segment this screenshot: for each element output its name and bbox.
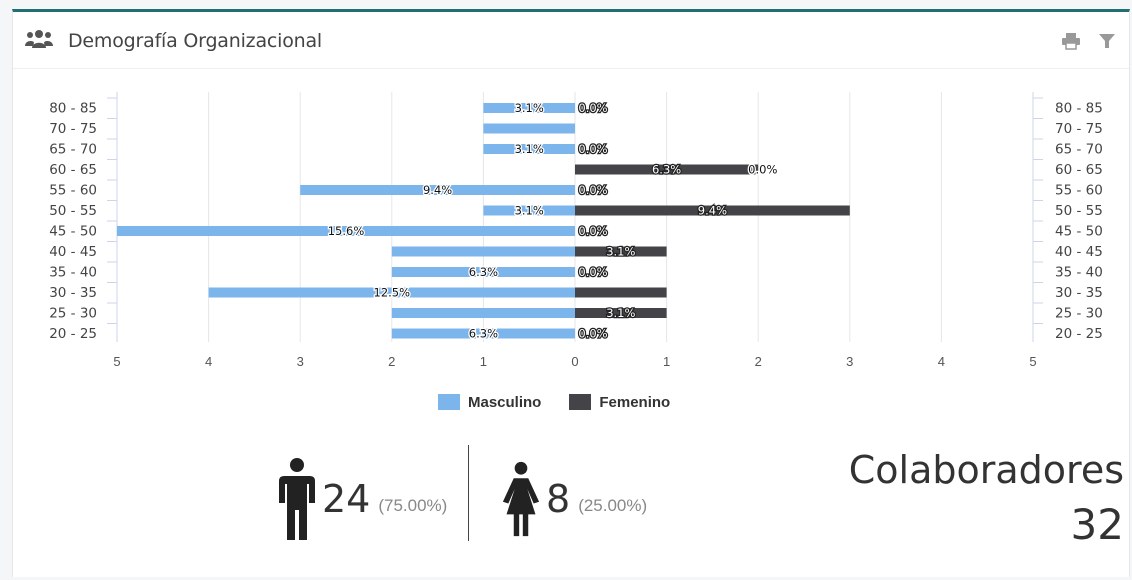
female-icon (502, 461, 540, 537)
data-label-masculino: 3.1% (515, 101, 544, 115)
data-label-femenino: 0.0% (578, 327, 607, 341)
x-tick-label: 5 (1029, 354, 1036, 369)
category-label-right: 30 - 35 (1055, 285, 1103, 301)
bar-femenino (575, 308, 667, 318)
bar-femenino (575, 246, 667, 257)
data-label-extra: 0.0% (748, 163, 777, 177)
category-label-right: 60 - 65 (1055, 162, 1103, 178)
x-tick-label: 2 (755, 354, 762, 369)
category-label-right: 80 - 85 (1055, 101, 1103, 117)
category-label-right: 65 - 70 (1055, 142, 1103, 158)
legend-swatch-femenino (569, 394, 592, 410)
bar-masculino (483, 205, 575, 216)
category-label-right: 70 - 75 (1055, 121, 1103, 137)
bar-masculino (483, 144, 575, 154)
colaboradores-total: 32 (1070, 500, 1124, 549)
data-label-femenino: 6.3% (652, 163, 681, 177)
x-tick-label: 4 (205, 354, 212, 369)
legend-label-masculino: Masculino (468, 393, 542, 411)
data-label-femenino: 9.4% (698, 204, 727, 218)
female-percentage: (25.00%) (578, 496, 648, 515)
print-icon[interactable] (1061, 32, 1081, 50)
category-label-left: 55 - 60 (49, 183, 97, 199)
category-label-right: 45 - 50 (1055, 224, 1103, 240)
x-tick-label: 1 (663, 354, 670, 369)
male-count: 24 (322, 477, 371, 521)
legend-item-femenino[interactable]: Femenino (569, 394, 670, 411)
data-label-masculino: 3.1% (515, 142, 544, 156)
bar-femenino (575, 205, 850, 216)
x-tick-label: 3 (297, 354, 304, 369)
x-tick-label: 5 (113, 354, 120, 369)
category-label-left: 80 - 85 (49, 101, 97, 117)
bar-masculino (391, 328, 575, 339)
category-label-left: 40 - 45 (49, 244, 97, 260)
bar-masculino (208, 287, 575, 298)
x-tick-label: 1 (480, 354, 487, 369)
bar-masculino (300, 185, 575, 195)
data-label-masculino: 15.6% (328, 224, 365, 238)
legend-label-femenino: Femenino (599, 393, 671, 411)
male-stat: 24 (75.00%) (278, 454, 447, 544)
data-label-masculino: 3.1% (515, 204, 544, 218)
panel-header: Demografía Organizacional (13, 12, 1129, 69)
x-tick-label: 2 (388, 354, 395, 369)
category-label-right: 40 - 45 (1055, 244, 1103, 260)
legend-swatch-masculino (438, 394, 460, 410)
x-tick-label: 0 (571, 354, 578, 369)
data-label-femenino: 3.1% (606, 306, 635, 320)
data-label-femenino: 0.0% (578, 101, 607, 115)
bar-masculino (391, 267, 575, 277)
category-label-left: 30 - 35 (49, 285, 97, 301)
category-label-right: 50 - 55 (1055, 203, 1103, 219)
data-label-femenino: 0.0% (578, 142, 607, 156)
category-label-left: 25 - 30 (49, 306, 97, 322)
category-label-left: 60 - 65 (49, 162, 97, 178)
x-tick-label: 3 (846, 354, 853, 369)
category-label-left: 65 - 70 (49, 142, 97, 158)
bar-femenino (575, 287, 667, 298)
panel-title: Demografía Organizacional (68, 30, 323, 52)
category-label-left: 70 - 75 (49, 121, 97, 137)
pyramid-chart: 5 4 3 2 1 0 1 2 3 4 5 80 - 85 80 - 85 3.1% 0.0% 70 - 75… (49, 92, 1103, 369)
female-count: 8 (546, 477, 571, 521)
bar-masculino (391, 246, 575, 257)
category-label-left: 35 - 40 (49, 265, 97, 281)
data-label-masculino: 12.5% (374, 286, 411, 300)
category-label-right: 25 - 30 (1055, 306, 1103, 322)
category-label-right: 55 - 60 (1055, 183, 1103, 199)
bar-masculino (391, 308, 575, 318)
category-label-left: 50 - 55 (49, 203, 97, 219)
bar-femenino (575, 164, 759, 175)
category-label-right: 20 - 25 (1055, 326, 1103, 342)
chart-legend: Masculino Femenino (438, 392, 688, 412)
data-label-masculino: 6.3% (469, 265, 498, 279)
legend-item-masculino[interactable]: Masculino (438, 394, 541, 411)
male-percentage: (75.00%) (378, 496, 448, 515)
bar-masculino (483, 103, 575, 113)
data-label-femenino: 0.0% (578, 265, 607, 279)
category-label-left: 45 - 50 (49, 224, 97, 240)
data-label-femenino: 0.0% (578, 183, 607, 197)
data-label-femenino: 0.0% (578, 224, 607, 238)
bar-masculino (117, 226, 575, 236)
category-label-left: 20 - 25 (49, 326, 97, 342)
filter-icon[interactable] (1097, 32, 1117, 50)
data-label-masculino: 6.3% (469, 327, 498, 341)
category-label-right: 35 - 40 (1055, 265, 1103, 281)
x-tick-label: 4 (938, 354, 945, 369)
colaboradores-label: Colaboradores (848, 448, 1124, 492)
bar-masculino (483, 123, 575, 134)
users-icon (25, 30, 53, 48)
female-stat: 8 (25.00%) (502, 454, 647, 544)
data-label-masculino: 9.4% (423, 183, 452, 197)
stats-divider (468, 445, 469, 541)
data-label-femenino: 3.1% (606, 245, 635, 259)
male-icon (279, 458, 315, 540)
